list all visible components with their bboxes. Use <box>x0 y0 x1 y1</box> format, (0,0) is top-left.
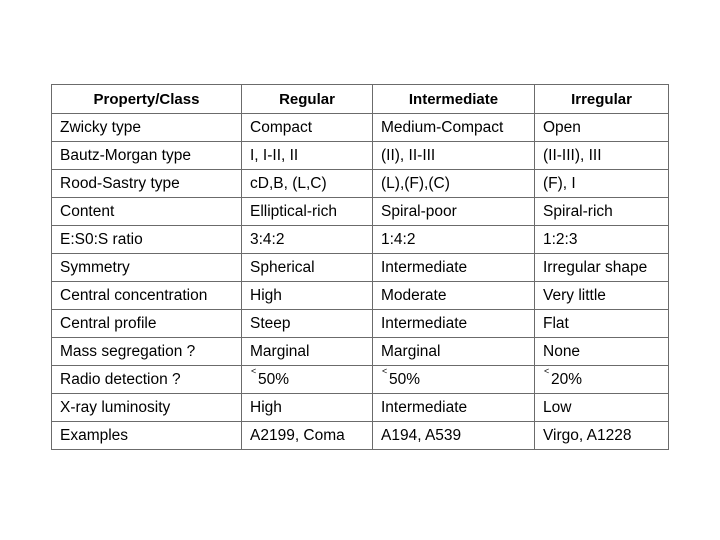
row-label: Bautz-Morgan type <box>51 141 242 170</box>
cell-irregular: Open <box>534 113 669 142</box>
row-label: E:S0:S ratio <box>51 225 242 254</box>
cell-regular: Steep <box>241 309 373 338</box>
approx-less-than-icon <box>381 367 389 384</box>
cell-intermediate: (L),(F),(C) <box>372 169 535 198</box>
cell-intermediate: Spiral-poor <box>372 197 535 226</box>
table-row: Examples A2199, Coma A194, A539 Virgo, A… <box>51 421 669 450</box>
cell-irregular: (II-III), III <box>534 141 669 170</box>
table-row: Radio detection ? 50% 50% 20% <box>51 365 669 394</box>
cell-irregular: Low <box>534 393 669 422</box>
row-label: Mass segregation ? <box>51 337 242 366</box>
cell-regular: I, I-II, II <box>241 141 373 170</box>
cell-regular: Marginal <box>241 337 373 366</box>
cell-irregular: Virgo, A1228 <box>534 421 669 450</box>
cell-regular: 50% <box>241 365 373 394</box>
cell-regular: High <box>241 393 373 422</box>
table-header-row: Property/Class Regular Intermediate Irre… <box>51 84 669 114</box>
cell-value: 20% <box>551 371 583 388</box>
cell-intermediate: Medium-Compact <box>372 113 535 142</box>
cell-irregular: 1:2:3 <box>534 225 669 254</box>
cell-intermediate: Moderate <box>372 281 535 310</box>
row-label: Examples <box>51 421 242 450</box>
row-label: Radio detection ? <box>51 365 242 394</box>
cell-irregular: (F), I <box>534 169 669 198</box>
cell-intermediate: 1:4:2 <box>372 225 535 254</box>
table-row: X-ray luminosity High Intermediate Low <box>51 393 669 422</box>
table-row: Symmetry Spherical Intermediate Irregula… <box>51 253 669 282</box>
cell-regular: cD,B, (L,C) <box>241 169 373 198</box>
cell-irregular: Spiral-rich <box>534 197 669 226</box>
cell-irregular: Flat <box>534 309 669 338</box>
cell-intermediate: A194, A539 <box>372 421 535 450</box>
approx-less-than-icon <box>250 367 258 384</box>
cell-regular: A2199, Coma <box>241 421 373 450</box>
table-row: Rood-Sastry type cD,B, (L,C) (L),(F),(C)… <box>51 169 669 198</box>
cell-irregular: Very little <box>534 281 669 310</box>
table-row: Central concentration High Moderate Very… <box>51 281 669 310</box>
row-label: Central profile <box>51 309 242 338</box>
row-label: X-ray luminosity <box>51 393 242 422</box>
table-row: Mass segregation ? Marginal Marginal Non… <box>51 337 669 366</box>
table-row: Zwicky type Compact Medium-Compact Open <box>51 113 669 142</box>
header-irregular: Irregular <box>534 84 669 114</box>
cell-intermediate: Intermediate <box>372 253 535 282</box>
cell-regular: 3:4:2 <box>241 225 373 254</box>
header-intermediate: Intermediate <box>372 84 535 114</box>
row-label: Content <box>51 197 242 226</box>
row-label: Rood-Sastry type <box>51 169 242 198</box>
cell-irregular: Irregular shape <box>534 253 669 282</box>
row-label: Zwicky type <box>51 113 242 142</box>
table-row: Bautz-Morgan type I, I-II, II (II), II-I… <box>51 141 669 170</box>
cell-regular: Spherical <box>241 253 373 282</box>
cell-regular: High <box>241 281 373 310</box>
row-label: Symmetry <box>51 253 242 282</box>
table-row: Central profile Steep Intermediate Flat <box>51 309 669 338</box>
cell-intermediate: Marginal <box>372 337 535 366</box>
cell-irregular: None <box>534 337 669 366</box>
cell-irregular: 20% <box>534 365 669 394</box>
cell-intermediate: (II), II-III <box>372 141 535 170</box>
cell-value: 50% <box>389 371 421 388</box>
header-property-class: Property/Class <box>51 84 242 114</box>
table-row: E:S0:S ratio 3:4:2 1:4:2 1:2:3 <box>51 225 669 254</box>
row-label: Central concentration <box>51 281 242 310</box>
cluster-classification-table-container: Property/Class Regular Intermediate Irre… <box>51 84 669 458</box>
cell-value: 50% <box>258 371 290 388</box>
cluster-classification-table: Property/Class Regular Intermediate Irre… <box>51 84 669 450</box>
cell-regular: Elliptical-rich <box>241 197 373 226</box>
header-regular: Regular <box>241 84 373 114</box>
cell-intermediate: 50% <box>372 365 535 394</box>
cell-intermediate: Intermediate <box>372 309 535 338</box>
cell-intermediate: Intermediate <box>372 393 535 422</box>
table-row: Content Elliptical-rich Spiral-poor Spir… <box>51 197 669 226</box>
approx-less-than-icon <box>543 367 551 384</box>
cell-regular: Compact <box>241 113 373 142</box>
